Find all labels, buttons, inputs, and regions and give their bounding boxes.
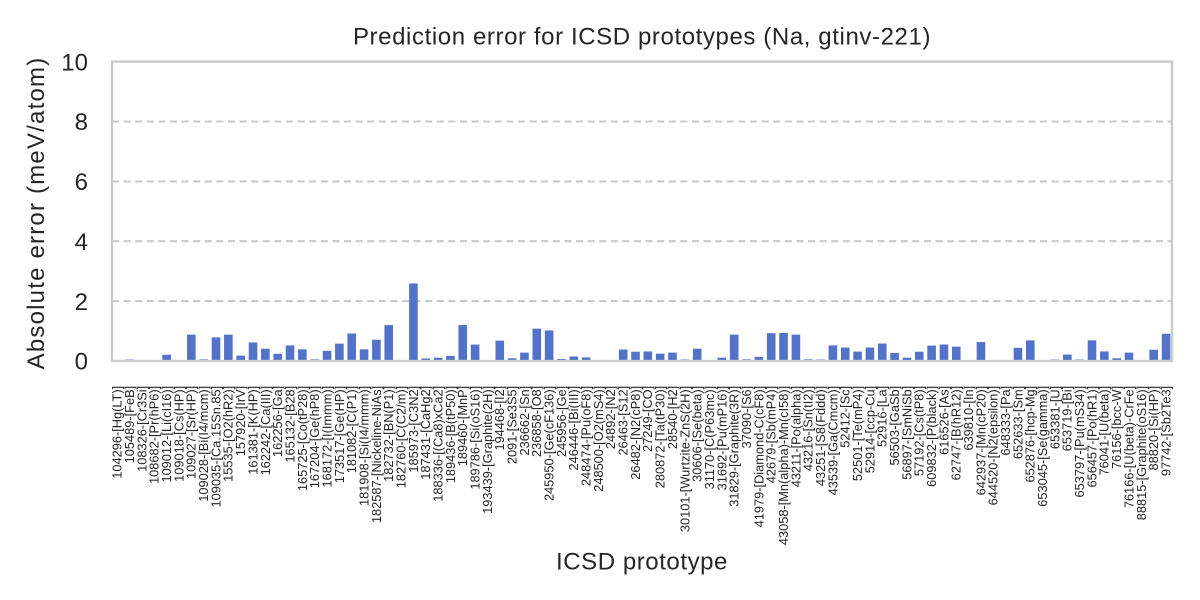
svg-text:27249-[CO]: 27249-[CO] bbox=[640, 386, 655, 452]
svg-text:245950-[Ge(cF136)]: 245950-[Ge(cF136)] bbox=[542, 386, 557, 501]
svg-text:Prediction error for ICSD prot: Prediction error for ICSD prototypes (Na… bbox=[353, 23, 931, 50]
svg-text:76166-[U(beta)-CrFe]: 76166-[U(beta)-CrFe] bbox=[1121, 386, 1136, 508]
svg-text:648333-[Pa]: 648333-[Pa] bbox=[998, 386, 1013, 456]
svg-text:43216-[Sn(tI2)]: 43216-[Sn(tI2)] bbox=[801, 386, 816, 471]
svg-text:182732-[BN(P1)]: 182732-[BN(P1)] bbox=[381, 386, 396, 482]
svg-text:246446-[Bi(III)]: 246446-[Bi(III)] bbox=[566, 386, 581, 471]
svg-text:656457-[Po(hR1)]: 656457-[Po(hR1)] bbox=[1084, 386, 1099, 488]
svg-text:173517-[Ge(HP)]: 173517-[Ge(HP)] bbox=[332, 386, 347, 483]
svg-text:56897-[SmNiSb]: 56897-[SmNiSb] bbox=[899, 386, 914, 480]
svg-text:28540-[H2]: 28540-[H2] bbox=[665, 386, 680, 449]
svg-text:653719-[Bi]: 653719-[Bi] bbox=[1060, 386, 1075, 451]
svg-text:187431-[CaHg2]: 187431-[CaHg2] bbox=[418, 386, 433, 480]
svg-text:189460-[MnP]: 189460-[MnP] bbox=[455, 386, 470, 466]
svg-text:88815-[Graphite(oS16)]: 88815-[Graphite(oS16)] bbox=[1134, 386, 1149, 520]
svg-text:62747-[B(hR12)]: 62747-[B(hR12)] bbox=[949, 386, 964, 481]
svg-text:609832-[P(black)]: 609832-[P(black)] bbox=[924, 386, 939, 487]
svg-text:165725-[Co(tP28)]: 165725-[Co(tP28)] bbox=[295, 386, 310, 491]
svg-text:182587-[Nickeline-NiAs]: 182587-[Nickeline-NiAs] bbox=[369, 386, 384, 523]
svg-text:52412-[Sc]: 52412-[Sc] bbox=[838, 386, 853, 448]
svg-text:644520-[N2(epsilon)]: 644520-[N2(epsilon)] bbox=[986, 386, 1001, 506]
svg-text:24892-[N2]: 24892-[N2] bbox=[603, 386, 618, 449]
svg-text:639810-[In]: 639810-[In] bbox=[961, 386, 976, 451]
svg-text:189786-[Si(oS16)]: 189786-[Si(oS16)] bbox=[468, 386, 483, 490]
svg-text:57192-[Cs(tP8)]: 57192-[Cs(tP8)] bbox=[912, 386, 927, 476]
svg-text:109027-[Sr(HP)]: 109027-[Sr(HP)] bbox=[184, 386, 199, 479]
svg-text:236662-[Sn]: 236662-[Sn] bbox=[517, 386, 532, 456]
svg-text:108682-[Pr(hP6)]: 108682-[Pr(hP6)] bbox=[147, 386, 162, 484]
svg-text:188336-[(Ca8)xCa2]: 188336-[(Ca8)xCa2] bbox=[430, 386, 445, 502]
svg-text:280872-[Ta(tP30)]: 280872-[Ta(tP30)] bbox=[653, 386, 668, 488]
svg-text:653045-[Se(gamma)]: 653045-[Se(gamma)] bbox=[1035, 386, 1050, 507]
svg-text:109035-[Ca.15Sn.85]: 109035-[Ca.15Sn.85] bbox=[208, 386, 223, 508]
svg-text:193439-[Graphite(2H)]: 193439-[Graphite(2H)] bbox=[480, 386, 495, 514]
svg-text:52916-[La]: 52916-[La] bbox=[875, 386, 890, 447]
svg-text:26482-[N2(cP8)]: 26482-[N2(cP8)] bbox=[628, 386, 643, 480]
svg-text:76041-[U(beta)]: 76041-[U(beta)] bbox=[1097, 386, 1112, 476]
svg-text:642937-[Mn(cP20)]: 642937-[Mn(cP20)] bbox=[973, 386, 988, 496]
svg-text:162242-[Ca(III)]: 162242-[Ca(III)] bbox=[258, 386, 273, 476]
svg-text:30101-[Wurtzite-ZnS(2H)]: 30101-[Wurtzite-ZnS(2H)] bbox=[677, 386, 692, 532]
svg-text:26463-[S12]: 26463-[S12] bbox=[616, 386, 631, 456]
svg-text:181082-[C(P1)]: 181082-[C(P1)] bbox=[344, 386, 359, 474]
svg-text:43211-[Po(alpha)]: 43211-[Po(alpha)] bbox=[788, 386, 803, 488]
svg-text:31692-[Pu(mP16)]: 31692-[Pu(mP16)] bbox=[714, 386, 729, 491]
svg-text:652876-[hcp-Mg]: 652876-[hcp-Mg] bbox=[1023, 386, 1038, 483]
svg-text:8: 8 bbox=[75, 109, 88, 136]
svg-text:616526-[As]: 616526-[As] bbox=[936, 386, 951, 455]
svg-text:653381-[U]: 653381-[U] bbox=[1047, 386, 1062, 449]
svg-text:10: 10 bbox=[61, 49, 88, 76]
svg-text:248500-[O2(mS4)]: 248500-[O2(mS4)] bbox=[591, 386, 606, 492]
svg-text:162256-[Ga]: 162256-[Ga] bbox=[270, 386, 285, 457]
svg-text:194468-[I2]: 194468-[I2] bbox=[492, 386, 507, 451]
svg-text:105489-[FeB]: 105489-[FeB] bbox=[122, 386, 137, 464]
svg-text:31829-[Graphite(3R)]: 31829-[Graphite(3R)] bbox=[727, 386, 742, 507]
svg-text:6: 6 bbox=[75, 169, 88, 196]
svg-text:4: 4 bbox=[75, 229, 88, 256]
svg-text:42679-[Sb(mP4)]: 42679-[Sb(mP4)] bbox=[764, 386, 779, 483]
svg-text:108326-[Cr3Si]: 108326-[Cr3Si] bbox=[134, 386, 149, 472]
svg-text:109028-[Bi(I4/mcm)]: 109028-[Bi(I4/mcm)] bbox=[196, 386, 211, 502]
svg-text:109012-[Li(cI16)]: 109012-[Li(cI16)] bbox=[159, 386, 174, 483]
svg-text:245956-[Ge]: 245956-[Ge] bbox=[554, 386, 569, 457]
svg-text:31170-[C(P63mc)]: 31170-[C(P63mc)] bbox=[702, 386, 717, 490]
svg-text:189436-[B(tP50)]: 189436-[B(tP50)] bbox=[443, 386, 458, 483]
svg-text:168172-[I(Immm)]: 168172-[I(Immm)] bbox=[319, 386, 334, 488]
svg-text:248474-[Pu(oF8)]: 248474-[Pu(oF8)] bbox=[579, 386, 594, 486]
svg-text:167204-[Ge(hP8)]: 167204-[Ge(hP8)] bbox=[307, 386, 322, 488]
svg-text:97742-[Sb2Te3]: 97742-[Sb2Te3] bbox=[1158, 386, 1173, 476]
svg-text:43251-[S8(Fddd)]: 43251-[S8(Fddd)] bbox=[813, 386, 828, 486]
svg-text:165132-[B28]: 165132-[B28] bbox=[282, 386, 297, 463]
svg-text:185973-[C3N2]: 185973-[C3N2] bbox=[406, 386, 421, 473]
svg-text:104296-[Hg(LT)]: 104296-[Hg(LT)] bbox=[110, 386, 125, 479]
svg-text:652633-[Sm]: 652633-[Sm] bbox=[1010, 386, 1025, 459]
svg-text:181908-[Si(I4/mmm)]: 181908-[Si(I4/mmm)] bbox=[356, 386, 371, 506]
svg-text:43539-[Ga(Cmcm)]: 43539-[Ga(Cmcm)] bbox=[825, 386, 840, 496]
svg-text:30606-[Se(beta)]: 30606-[Se(beta)] bbox=[690, 386, 705, 482]
svg-text:653797-[Pu(mS34)]: 653797-[Pu(mS34)] bbox=[1072, 386, 1087, 498]
svg-text:182760-[C(C2/m)]: 182760-[C(C2/m)] bbox=[393, 386, 408, 488]
svg-text:Absolute error (meV/atom): Absolute error (meV/atom) bbox=[23, 57, 50, 370]
svg-text:76156-[bcc-W]: 76156-[bcc-W] bbox=[1109, 386, 1124, 469]
svg-text:2091-[Se3S5]: 2091-[Se3S5] bbox=[505, 386, 520, 464]
svg-text:41979-[Diamond-C(cF8)]: 41979-[Diamond-C(cF8)] bbox=[751, 386, 766, 528]
svg-text:15535-[O2(hR2)]: 15535-[O2(hR2)] bbox=[221, 386, 236, 482]
svg-text:236858-[O8]: 236858-[O8] bbox=[529, 386, 544, 457]
svg-text:161381-[K(HP)]: 161381-[K(HP)] bbox=[245, 386, 260, 475]
svg-text:37090-[S6]: 37090-[S6] bbox=[739, 386, 754, 449]
svg-text:157920-[IrV]: 157920-[IrV] bbox=[233, 386, 248, 456]
svg-text:43058-[Mn(alpha)-Mn(cI58)]: 43058-[Mn(alpha)-Mn(cI58)] bbox=[776, 386, 791, 545]
svg-text:56503-[GaSb]: 56503-[GaSb] bbox=[887, 386, 902, 466]
svg-text:88820-[Si(HP)]: 88820-[Si(HP)] bbox=[1146, 386, 1161, 471]
svg-text:ICSD prototype: ICSD prototype bbox=[556, 548, 728, 575]
svg-text:109018-[Cs(HP)]: 109018-[Cs(HP)] bbox=[171, 386, 186, 482]
svg-text:52501-[Te(mP4)]: 52501-[Te(mP4)] bbox=[850, 386, 865, 481]
svg-text:2: 2 bbox=[75, 289, 88, 316]
svg-text:52914-[ccp-Cu]: 52914-[ccp-Cu] bbox=[862, 386, 877, 474]
svg-text:0: 0 bbox=[75, 349, 88, 376]
